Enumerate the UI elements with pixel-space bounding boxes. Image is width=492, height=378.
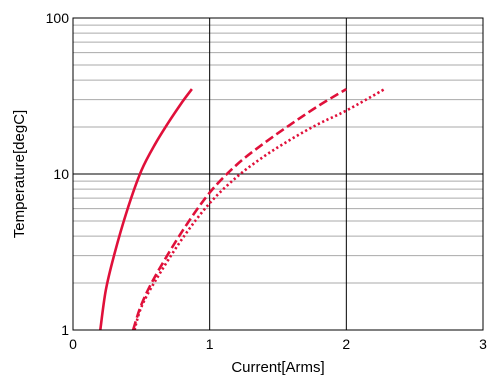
- y-tick-label: 1: [61, 322, 69, 338]
- x-tick-label: 3: [479, 336, 487, 352]
- y-tick-labels: 1 10 100: [46, 10, 70, 338]
- series-line-dotted: [133, 87, 386, 331]
- series-line-dashed: [131, 87, 347, 331]
- x-axis-label: Current[Arms]: [231, 359, 324, 376]
- x-tick-label: 1: [206, 336, 214, 352]
- x-tick-label: 2: [342, 336, 350, 352]
- plot-frame: [72, 17, 484, 331]
- y-axis-label: Temperature[degC]: [11, 110, 28, 238]
- series-layer: [99, 87, 386, 331]
- y-tick-label: 10: [53, 166, 69, 182]
- minor-gridlines: [73, 24, 483, 284]
- y-tick-label: 100: [46, 10, 70, 26]
- x-tick-labels: 0 1 2 3: [69, 336, 487, 352]
- x-tick-label: 0: [69, 336, 77, 352]
- series-line-solid: [99, 88, 193, 331]
